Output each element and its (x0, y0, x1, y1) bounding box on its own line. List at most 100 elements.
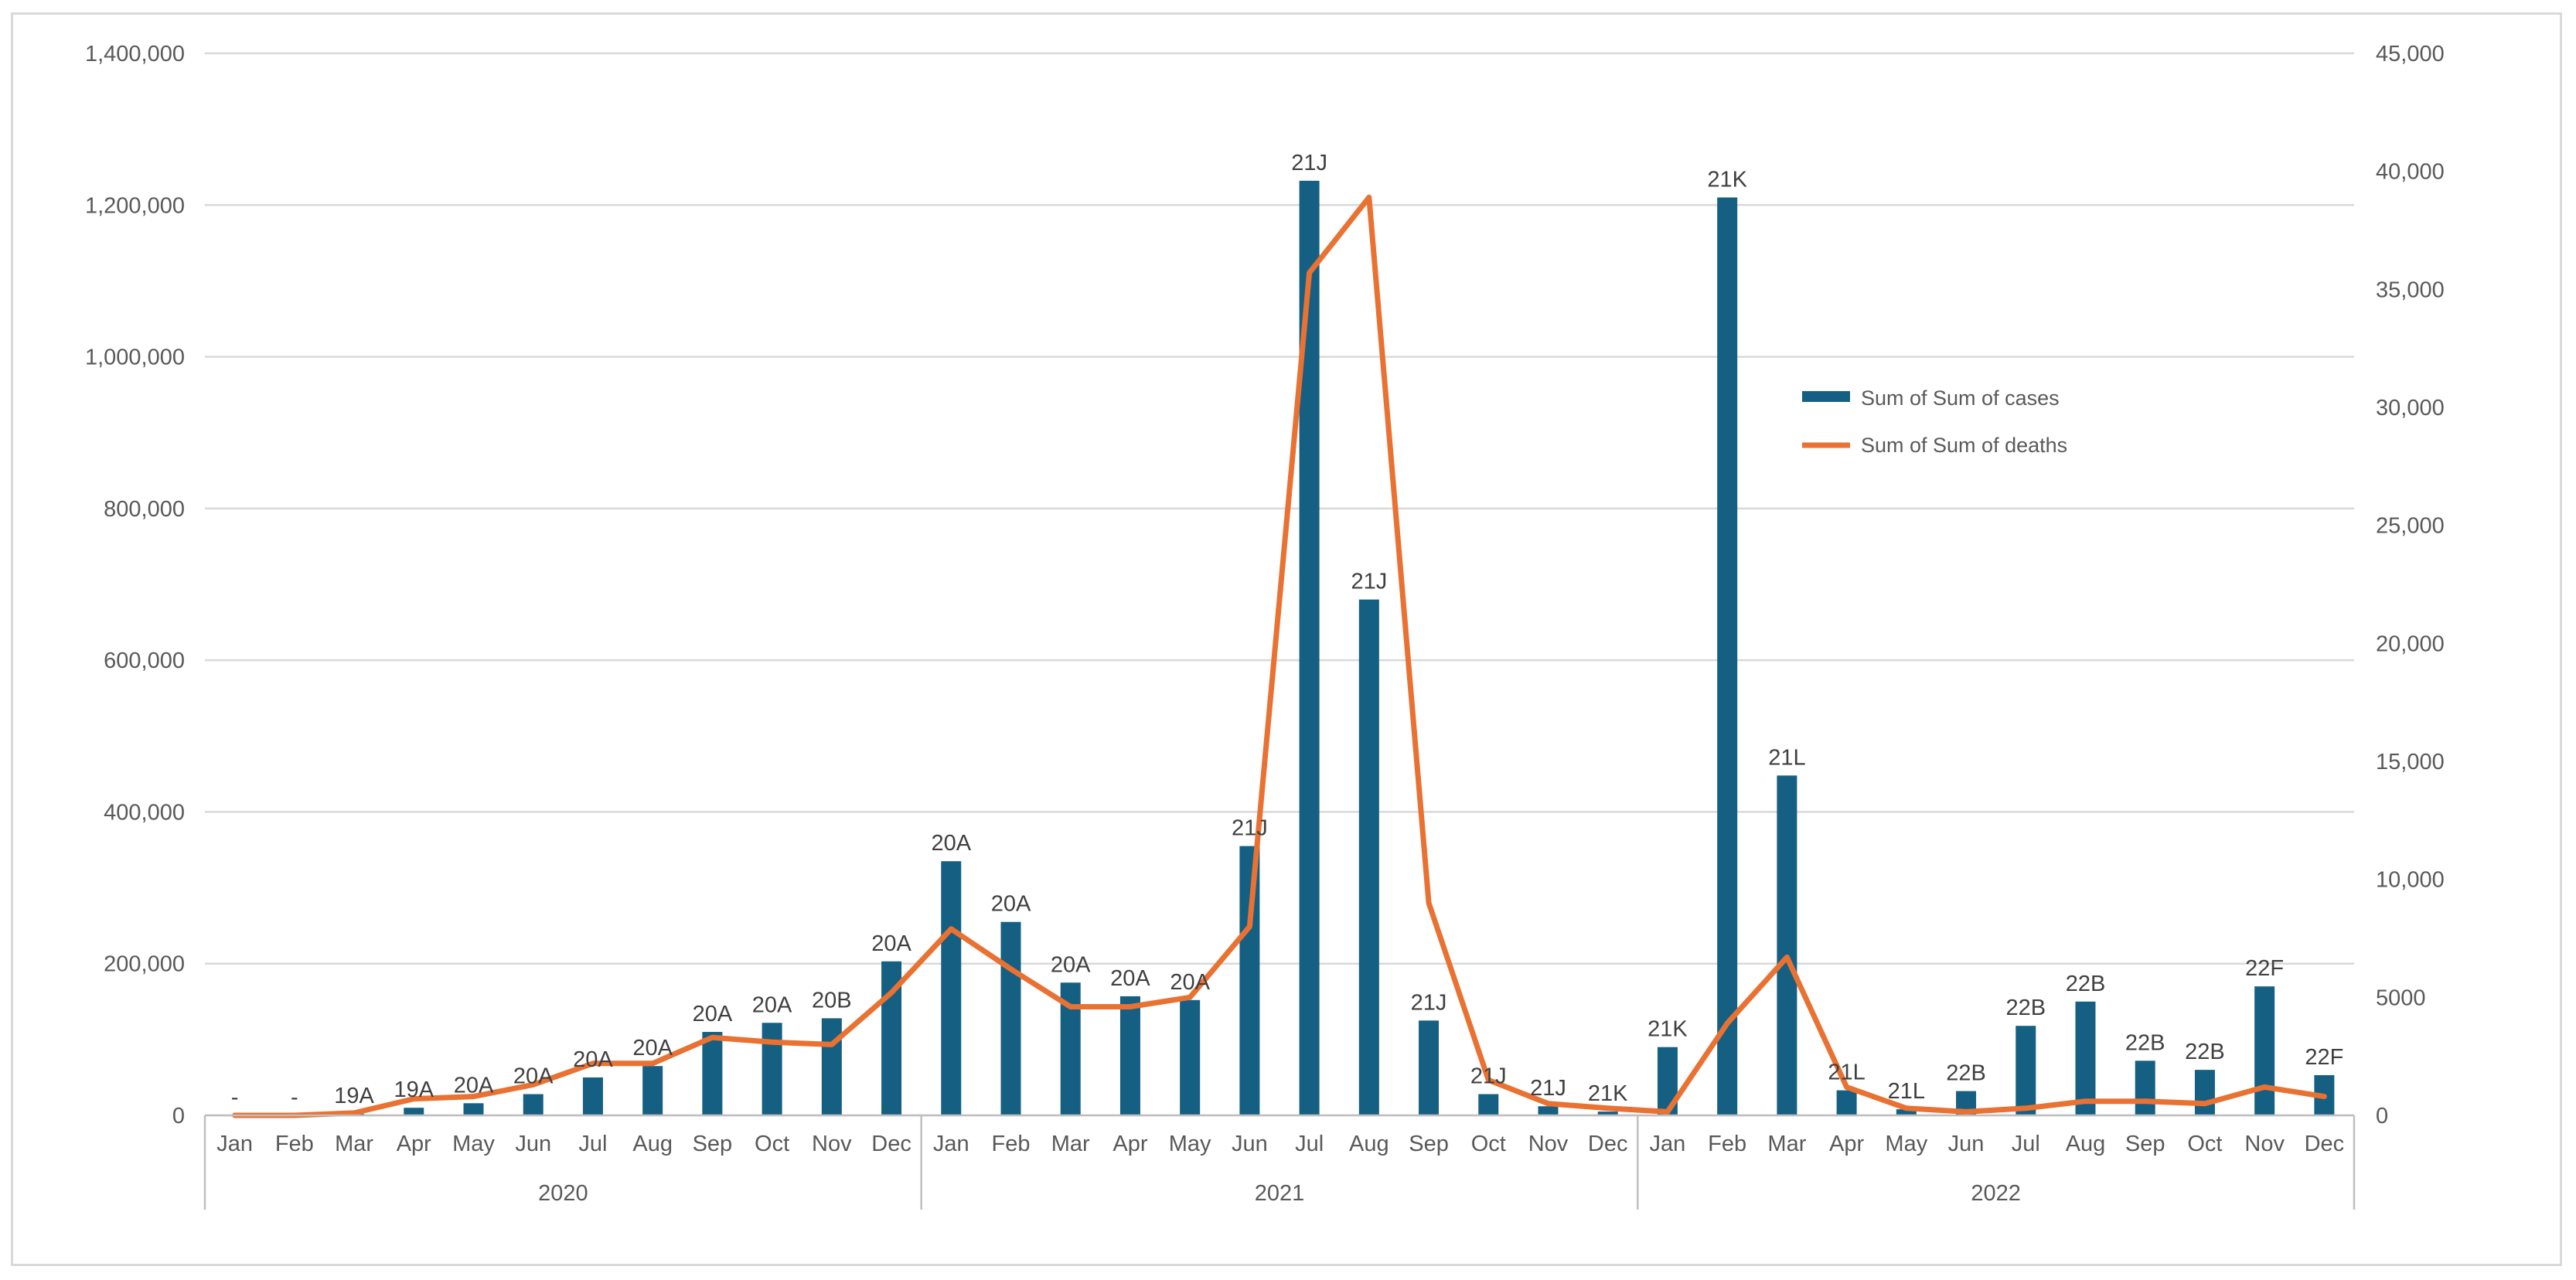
y-left-tick-label: 1,400,000 (85, 42, 185, 66)
bar-cases (404, 1108, 424, 1115)
x-tick-label: Oct (1471, 1132, 1506, 1156)
bar-cases (1896, 1109, 1917, 1115)
gridlines (205, 52, 2354, 1117)
x-tick-label: Mar (1051, 1132, 1090, 1156)
x-tick-label: Nov (1528, 1132, 1569, 1156)
x-tick-label: Aug (2066, 1132, 2106, 1156)
y-left-tick-label: 1,000,000 (85, 346, 185, 370)
combo-chart: - - 19A 19A 20A 20A 20A 20A 20A 20A 20B 20A 20A 20A 20… (85, 42, 2445, 1210)
y-right-tick-label: 30,000 (2376, 396, 2445, 420)
data-label-cases: 20A (573, 1047, 613, 1072)
bar-cases (1478, 1094, 1499, 1115)
bar-cases (762, 1023, 782, 1115)
data-label-cases: 20A (454, 1073, 494, 1098)
bar-cases (2075, 1001, 2096, 1115)
data-label-cases: - (231, 1085, 239, 1110)
x-tick-label: Jul (1295, 1132, 1324, 1156)
data-label-cases: 21K (1647, 1017, 1688, 1042)
y-left-tick-label: 200,000 (104, 952, 185, 977)
bar-cases (941, 861, 962, 1115)
bar-cases (1717, 197, 1738, 1115)
data-label-cases: 20A (1110, 966, 1150, 991)
bar-cases (1597, 1111, 1618, 1115)
bar-series-cases (344, 180, 2335, 1115)
data-label-cases: 22F (2305, 1045, 2343, 1070)
bar-cases (1180, 999, 1201, 1115)
x-tick-label: May (452, 1132, 495, 1156)
data-label-cases: 22B (2005, 996, 2046, 1020)
x-tick-label: Nov (2244, 1132, 2285, 1156)
data-label-cases: 21K (1588, 1081, 1628, 1106)
y-right-tick-label: 20,000 (2376, 631, 2445, 656)
y-right-tick-label: 5000 (2376, 986, 2426, 1010)
y-left-tick-label: 1,200,000 (85, 193, 185, 218)
x-tick-label: Apr (397, 1132, 431, 1156)
x-tick-label: Jan (1650, 1132, 1686, 1156)
data-label-cases: 22B (1946, 1061, 1986, 1086)
x-tick-label: Oct (755, 1132, 789, 1156)
y-right-tick-label: 45,000 (2376, 42, 2445, 66)
bar-cases (1358, 599, 1379, 1115)
x-tick-label: Feb (275, 1132, 314, 1156)
x-tick-label: Oct (2187, 1132, 2222, 1156)
x-tick-label: Sep (1409, 1132, 1449, 1156)
data-label-cases: 21J (1530, 1076, 1566, 1101)
x-tick-label: May (1169, 1132, 1211, 1156)
x-tick-label: Aug (1349, 1132, 1389, 1156)
y-right-tick-label: 0 (2376, 1104, 2388, 1129)
x-tick-label: May (1885, 1132, 1927, 1156)
data-label-cases: 20A (871, 931, 911, 956)
data-label-cases: 20A (991, 892, 1031, 917)
x-tick-label: Aug (632, 1132, 673, 1156)
x-axis: Jan Feb Mar Apr May Jun Jul Aug Sep Oct Nov Dec Jan F… (203, 1114, 2356, 1210)
year-label: 2021 (1255, 1181, 1305, 1206)
legend-label-deaths: Sum of Sum of deaths (1861, 434, 2067, 457)
data-label-cases: 22B (2066, 972, 2106, 996)
y-left-tick-label: 0 (172, 1104, 185, 1129)
year-label: 2020 (538, 1181, 588, 1206)
bar-cases (463, 1103, 484, 1115)
legend-swatch-cases (1802, 391, 1850, 402)
x-tick-label: Jan (933, 1132, 969, 1156)
bar-cases (2015, 1026, 2036, 1115)
x-tick-label: Feb (992, 1132, 1031, 1156)
data-labels: - - 19A 19A 20A 20A 20A 20A 20A 20A 20B 20A 20A 20A 20… (231, 151, 2344, 1110)
legend: Sum of Sum of cases Sum of Sum of deaths (1802, 386, 2067, 457)
bar-cases (1000, 921, 1021, 1115)
bar-cases (523, 1094, 543, 1115)
data-label-cases: 20A (693, 1002, 733, 1026)
data-label-cases: 19A (394, 1077, 434, 1102)
bar-cases (2254, 986, 2275, 1115)
x-tick-label: Dec (871, 1132, 911, 1156)
bar-cases (1419, 1020, 1440, 1115)
bar-cases (582, 1077, 603, 1115)
y-right-tick-label: 40,000 (2376, 160, 2445, 185)
x-tick-label: Dec (1588, 1132, 1628, 1156)
y-left-tick-label: 400,000 (104, 800, 185, 825)
bar-cases (1119, 996, 1140, 1115)
bar-cases (821, 1018, 842, 1115)
bar-cases (702, 1032, 723, 1115)
x-tick-label: Apr (1829, 1132, 1864, 1156)
bar-cases (1777, 775, 1797, 1115)
data-label-cases: 21J (1291, 151, 1327, 175)
data-label-cases: 20B (812, 988, 852, 1013)
data-label-cases: 20A (513, 1064, 554, 1089)
chart-frame: - - 19A 19A 20A 20A 20A 20A 20A 20A 20B 20A 20A 20A 20… (11, 12, 2562, 1266)
data-label-cases: 20A (1170, 970, 1210, 995)
x-tick-label: Nov (812, 1132, 852, 1156)
left-y-axis: 0 200,000 400,000 600,000 800,000 1,000,000 1,… (85, 42, 185, 1129)
data-label-cases: 21J (1470, 1064, 1507, 1089)
x-tick-label: Sep (693, 1132, 733, 1156)
data-label-cases: - (291, 1085, 298, 1110)
y-right-tick-label: 35,000 (2376, 277, 2445, 302)
x-tick-label: Sep (2125, 1132, 2165, 1156)
data-label-cases: 19A (334, 1084, 374, 1108)
bar-cases (642, 1066, 663, 1115)
x-tick-label: Jun (515, 1132, 551, 1156)
data-label-cases: 21J (1351, 570, 1387, 594)
x-tick-label: Mar (335, 1132, 373, 1156)
y-right-tick-label: 25,000 (2376, 514, 2445, 539)
y-right-tick-label: 10,000 (2376, 868, 2445, 893)
legend-label-cases: Sum of Sum of cases (1861, 386, 2060, 410)
